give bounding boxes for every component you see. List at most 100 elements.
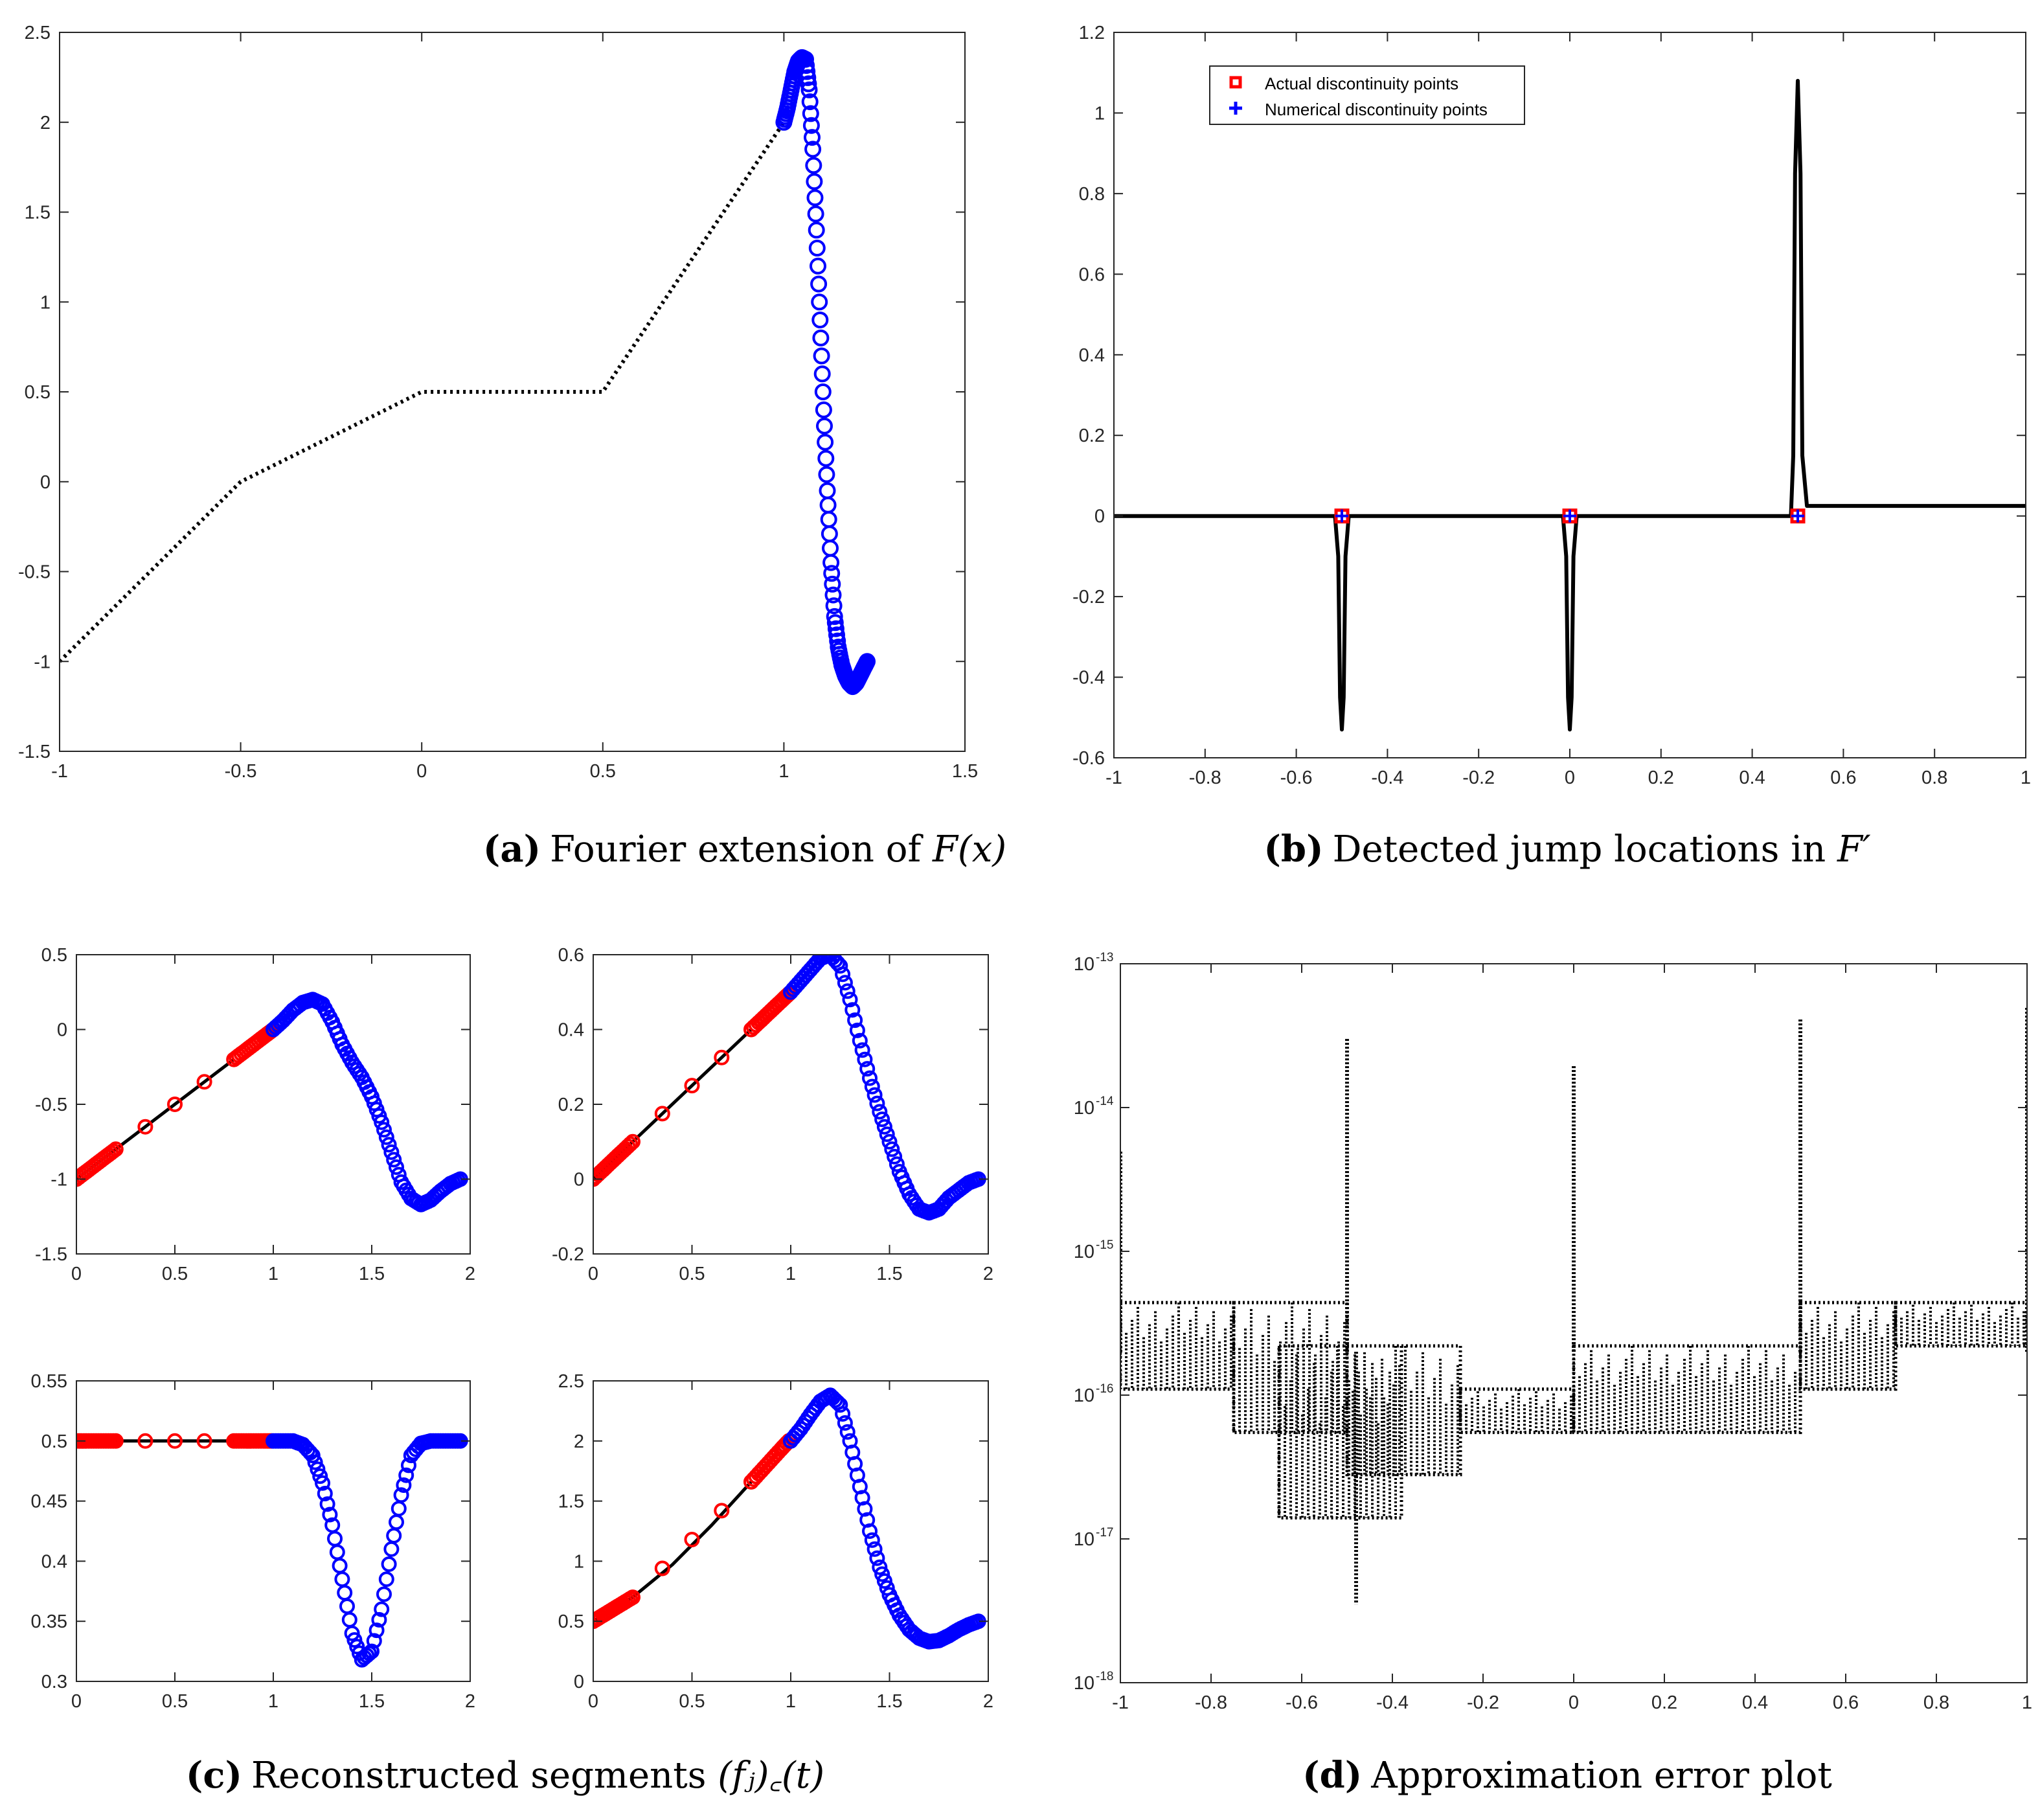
- data-point-red: [137, 1119, 153, 1135]
- x-tick-label: 1: [268, 1691, 278, 1712]
- x-tick-label: 0.6: [1833, 1692, 1859, 1713]
- data-point-blue: [824, 586, 842, 604]
- series-line-jump-detector: [1114, 78, 2026, 732]
- y-tick-label: 10: [1074, 1098, 1094, 1119]
- x-tick-label: 2: [465, 1691, 475, 1712]
- legend-box: [1209, 65, 1525, 125]
- data-point-blue: [849, 1022, 865, 1038]
- data-point-blue: [361, 1645, 378, 1661]
- x-tick-label: 1: [268, 1264, 278, 1284]
- data-point-blue: [857, 1051, 873, 1067]
- data-point-blue: [869, 1550, 885, 1566]
- y-tick-label: 2.5: [25, 23, 51, 43]
- data-point-blue: [876, 1119, 892, 1135]
- series-dotted-line: [60, 121, 786, 663]
- y-tick-exponent: -17: [1096, 1526, 1113, 1540]
- data-point-blue: [804, 129, 821, 146]
- data-point-blue: [804, 141, 822, 158]
- axes-box: [1113, 32, 2026, 758]
- data-point-blue: [826, 608, 843, 625]
- x-tick-label: 0: [71, 1264, 82, 1284]
- x-tick-label: 0.2: [1648, 768, 1674, 788]
- x-tick-label: 0: [588, 1691, 598, 1712]
- x-tick-label: -0.4: [1371, 768, 1403, 788]
- y-tick-label: 1.5: [558, 1492, 584, 1512]
- data-point-blue: [376, 1122, 392, 1138]
- data-point-blue: [810, 257, 826, 275]
- data-point-blue: [822, 540, 839, 557]
- y-tick-label: 0.6: [1079, 264, 1105, 285]
- data-point-blue: [329, 1544, 345, 1560]
- y-tick-label: -0.5: [18, 562, 51, 583]
- legend-actual-label: Actual discontinuity points: [1265, 74, 1458, 93]
- data-point-blue: [813, 365, 831, 383]
- data-point-blue: [872, 1559, 888, 1575]
- x-tick-label: 0.5: [590, 761, 616, 782]
- data-point-blue: [826, 614, 844, 631]
- x-tick-label: -0.2: [1462, 768, 1495, 788]
- data-point-blue: [864, 1078, 880, 1095]
- data-point-blue: [839, 1424, 856, 1440]
- data-point-red: [622, 1136, 639, 1152]
- x-tick-label: 0.2: [1651, 1692, 1677, 1713]
- y-tick-label: 10: [1074, 1673, 1094, 1694]
- y-tick-label: 1: [1094, 103, 1105, 124]
- data-point-blue: [366, 1633, 382, 1649]
- data-point-blue: [813, 347, 830, 365]
- x-tick-label: -0.8: [1195, 1692, 1227, 1713]
- data-point-blue: [820, 511, 837, 528]
- data-point-red: [137, 1433, 153, 1449]
- data-point-blue: [872, 1104, 888, 1120]
- data-point-blue: [832, 958, 848, 974]
- data-layer: [1120, 1007, 2027, 1605]
- x-tick-label: 1.5: [359, 1264, 385, 1284]
- y-tick-label: -1: [34, 652, 51, 672]
- data-point-blue: [818, 466, 835, 483]
- data-point-blue: [386, 1528, 402, 1543]
- panel-c4-axes: 0 0.5 1 1.5 2 0 0.5 1 1.5 2 2.5: [558, 1371, 993, 1712]
- data-point-red: [684, 1532, 700, 1547]
- x-tick-label: 0.5: [679, 1691, 705, 1712]
- data-point-blue: [799, 63, 816, 80]
- data-layer: [593, 1387, 986, 1650]
- data-point-blue: [884, 1141, 900, 1157]
- y-tick-label: 1: [574, 1551, 584, 1572]
- y-tick-label: 0.4: [41, 1551, 67, 1572]
- data-point-blue: [807, 205, 824, 223]
- data-layer: [76, 1433, 468, 1668]
- y-tick-label: 2: [574, 1431, 584, 1452]
- x-tick-label: 1: [786, 1691, 796, 1712]
- x-tick-label: 0.5: [679, 1264, 705, 1284]
- data-point-blue: [864, 1532, 880, 1548]
- y-tick-exponent: -18: [1096, 1670, 1113, 1683]
- y-tick-label: 0.8: [1079, 184, 1105, 205]
- x-tick-label: 2: [465, 1264, 475, 1284]
- y-tick-label: -0.2: [552, 1244, 584, 1265]
- data-point-blue: [817, 449, 835, 467]
- data-point-blue: [371, 1611, 387, 1628]
- data-point-blue: [824, 575, 841, 593]
- x-tick-label: 0.6: [1830, 768, 1856, 788]
- panel-d: -1 -0.8 -0.6 -0.4 -0.2 0 0.2 0.4 0.6 0.8 110 -1810-…: [1074, 951, 2032, 1797]
- x-tick-label: -0.4: [1376, 1692, 1409, 1713]
- data-point-blue: [815, 401, 832, 418]
- x-tick-label: 0: [416, 761, 427, 782]
- x-tick-label: 1: [2021, 768, 2031, 788]
- x-tick-label: 1.5: [359, 1691, 385, 1712]
- data-point-red: [654, 1106, 670, 1122]
- y-tick-label: 1.5: [25, 203, 51, 223]
- data-point-blue: [802, 117, 820, 134]
- data-point-blue: [391, 1501, 407, 1517]
- data-point-blue: [819, 482, 836, 499]
- data-point-blue: [869, 1095, 885, 1111]
- y-tick-label: 0.5: [558, 1611, 584, 1632]
- y-tick-label: 0.5: [25, 382, 51, 403]
- data-point-blue: [381, 1556, 397, 1572]
- y-tick-exponent: -14: [1096, 1095, 1114, 1108]
- x-tick-label: 2: [983, 1691, 993, 1712]
- data-point-blue: [867, 1541, 883, 1557]
- data-point-blue: [814, 383, 832, 400]
- data-point-blue: [383, 1541, 400, 1557]
- x-tick-label: -1: [1105, 768, 1122, 788]
